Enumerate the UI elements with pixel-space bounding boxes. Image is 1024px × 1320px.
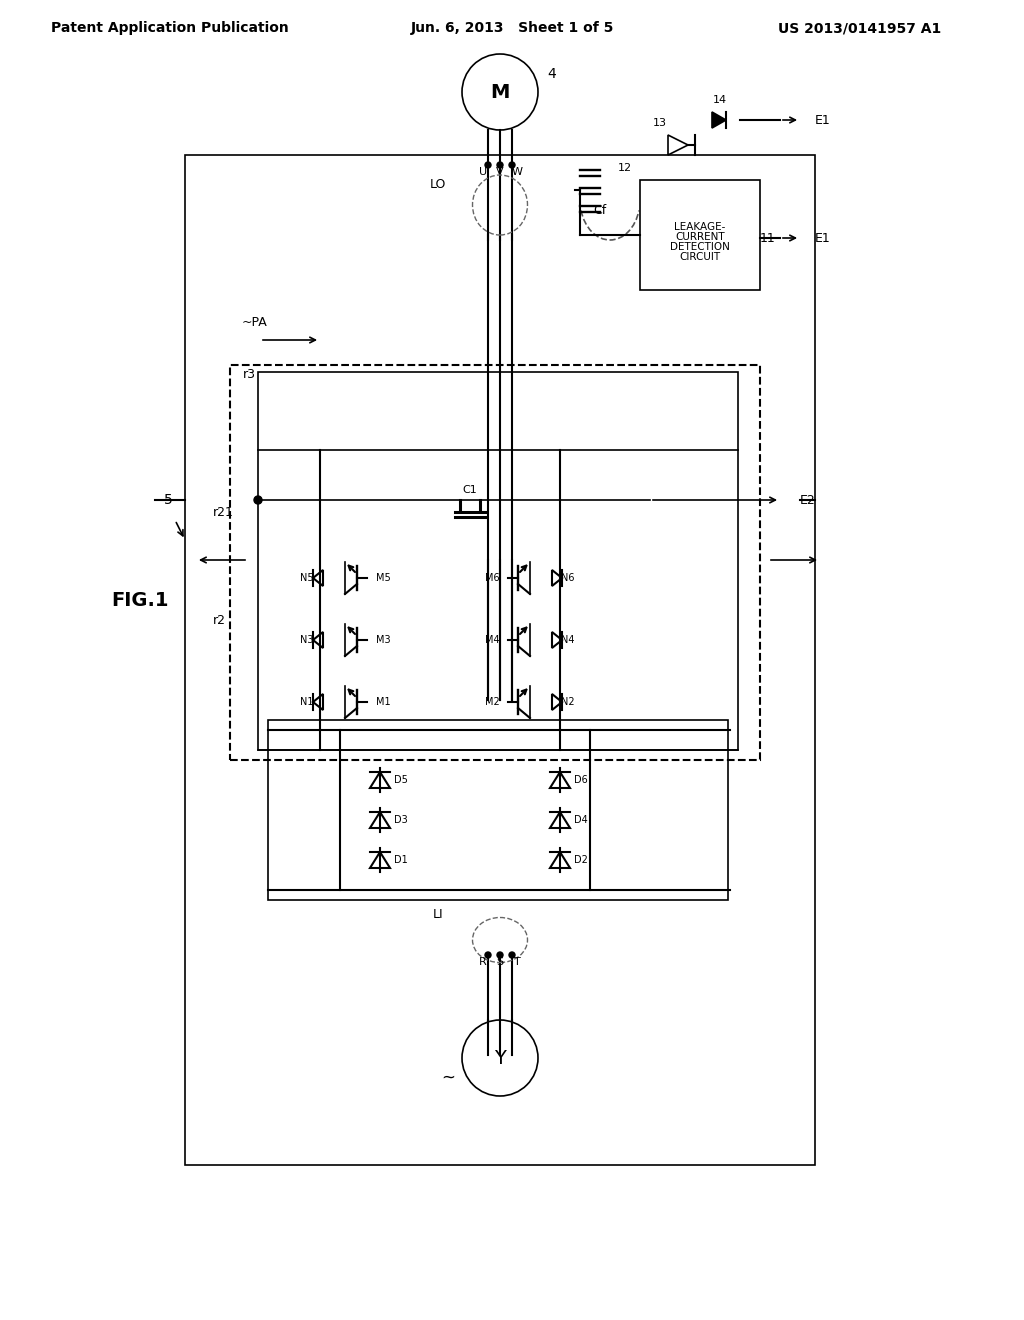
Text: E1: E1 [815, 114, 830, 127]
Circle shape [254, 496, 262, 504]
Circle shape [497, 162, 503, 168]
Text: ~PA: ~PA [242, 315, 267, 329]
Text: LO: LO [430, 178, 446, 191]
Text: V: V [497, 168, 504, 177]
Text: M5: M5 [376, 573, 390, 583]
Text: D4: D4 [574, 814, 588, 825]
Text: N1: N1 [300, 697, 313, 708]
Text: W: W [512, 168, 522, 177]
Text: U: U [479, 168, 487, 177]
Text: 4: 4 [548, 67, 556, 81]
Text: E1: E1 [815, 231, 830, 244]
Text: FIG.1: FIG.1 [112, 590, 169, 610]
Text: 5: 5 [164, 492, 173, 507]
Circle shape [509, 952, 515, 958]
Text: 14: 14 [713, 95, 727, 106]
Text: CIRCUIT: CIRCUIT [680, 252, 721, 261]
Text: N6: N6 [561, 573, 574, 583]
Text: Y: Y [494, 1048, 506, 1068]
Text: 12: 12 [617, 162, 632, 173]
Text: N5: N5 [300, 573, 313, 583]
Text: N4: N4 [561, 635, 574, 645]
Text: M: M [490, 82, 510, 102]
Circle shape [497, 952, 503, 958]
Text: D5: D5 [394, 775, 408, 785]
Text: US 2013/0141957 A1: US 2013/0141957 A1 [778, 21, 942, 36]
Text: M1: M1 [376, 697, 390, 708]
Text: M4: M4 [484, 635, 500, 645]
Text: LI: LI [433, 908, 443, 921]
Polygon shape [712, 112, 726, 128]
Text: S: S [497, 957, 504, 968]
Text: T: T [514, 957, 520, 968]
Text: D3: D3 [394, 814, 408, 825]
Circle shape [485, 162, 490, 168]
Text: M2: M2 [484, 697, 500, 708]
Text: R: R [479, 957, 486, 968]
Text: M3: M3 [376, 635, 390, 645]
Text: r3: r3 [243, 368, 256, 381]
Text: r2: r2 [213, 614, 226, 627]
Text: N3: N3 [300, 635, 313, 645]
Text: r21: r21 [213, 506, 233, 519]
Text: ~: ~ [441, 1069, 455, 1086]
Bar [185, 154, 815, 1166]
Text: D6: D6 [574, 775, 588, 785]
Text: N2: N2 [561, 697, 574, 708]
Text: CURRENT: CURRENT [675, 232, 725, 242]
Bar [640, 180, 760, 290]
Text: M6: M6 [484, 573, 500, 583]
Text: Patent Application Publication: Patent Application Publication [51, 21, 289, 36]
Text: 11: 11 [760, 231, 776, 244]
Text: D1: D1 [394, 855, 408, 865]
Bar [268, 719, 728, 900]
Bar [258, 372, 738, 750]
Text: Cf: Cf [593, 203, 606, 216]
Text: Jun. 6, 2013   Sheet 1 of 5: Jun. 6, 2013 Sheet 1 of 5 [411, 21, 613, 36]
Circle shape [485, 952, 490, 958]
Text: D2: D2 [574, 855, 588, 865]
Text: 13: 13 [653, 117, 667, 128]
Circle shape [509, 162, 515, 168]
Text: E2: E2 [800, 494, 816, 507]
Bar [230, 366, 760, 760]
Text: LEAKAGE-: LEAKAGE- [675, 222, 726, 232]
Text: DETECTION: DETECTION [670, 242, 730, 252]
Text: C1: C1 [463, 484, 477, 495]
